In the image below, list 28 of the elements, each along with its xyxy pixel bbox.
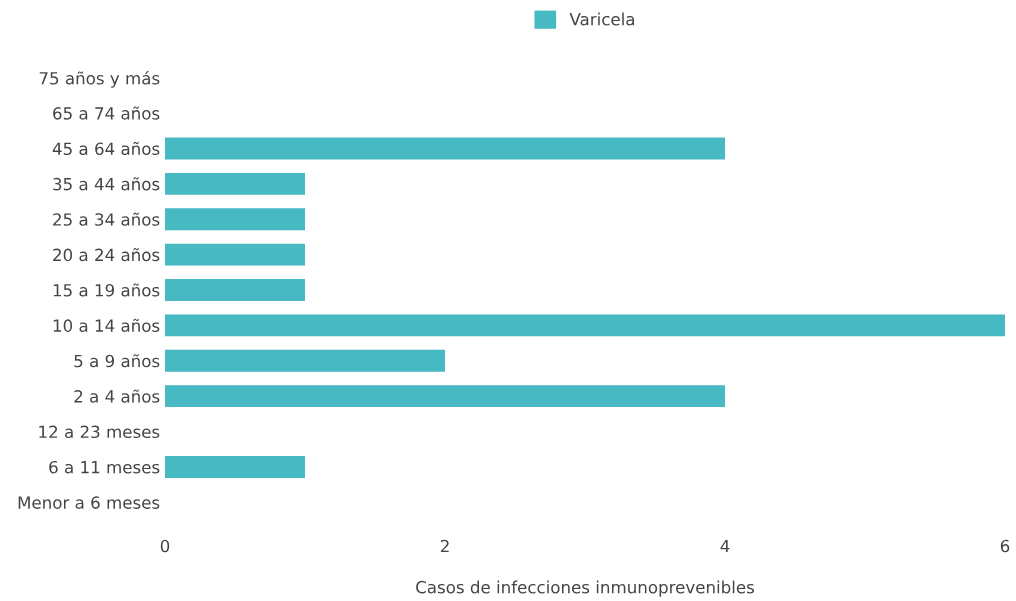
- y-tick-label: 35 a 44 años: [53, 177, 160, 191]
- bar: [165, 314, 1005, 337]
- y-tick-label: 10 a 14 años: [53, 318, 160, 332]
- legend-label: Varicela: [569, 12, 635, 26]
- y-tick-label: 65 a 74 años: [53, 106, 160, 120]
- bar: [165, 455, 305, 478]
- y-tick-label: 2 a 4 años: [74, 389, 160, 403]
- y-tick-label: 15 a 19 años: [53, 283, 160, 297]
- bar: [165, 279, 305, 301]
- x-tick-label: 2: [440, 539, 449, 553]
- bar: [165, 385, 725, 408]
- y-tick-label: 45 a 64 años: [52, 141, 160, 156]
- x-tick-label: 4: [720, 539, 730, 553]
- bar: [165, 137, 725, 160]
- x-tick-label: 6: [1000, 539, 1010, 553]
- y-tick-label: 12 a 23 meses: [39, 425, 160, 439]
- bar: [165, 349, 445, 372]
- bar: [165, 172, 305, 195]
- x-tick-label: 0: [160, 539, 170, 553]
- y-tick-label: Menor a 6 meses: [18, 496, 160, 509]
- bar: [165, 243, 305, 266]
- y-tick-label: 5 a 9 años: [74, 354, 160, 368]
- x-axis-title: Casos de infecciones inmunoprevenibles: [416, 580, 754, 597]
- y-tick-label: 6 a 11 meses: [49, 460, 160, 474]
- y-tick-label: 75 años y más: [39, 71, 160, 88]
- y-tick-label: 20 a 24 años: [53, 248, 160, 262]
- bar: [165, 208, 305, 231]
- y-tick-label: 25 a 34 años: [53, 212, 160, 226]
